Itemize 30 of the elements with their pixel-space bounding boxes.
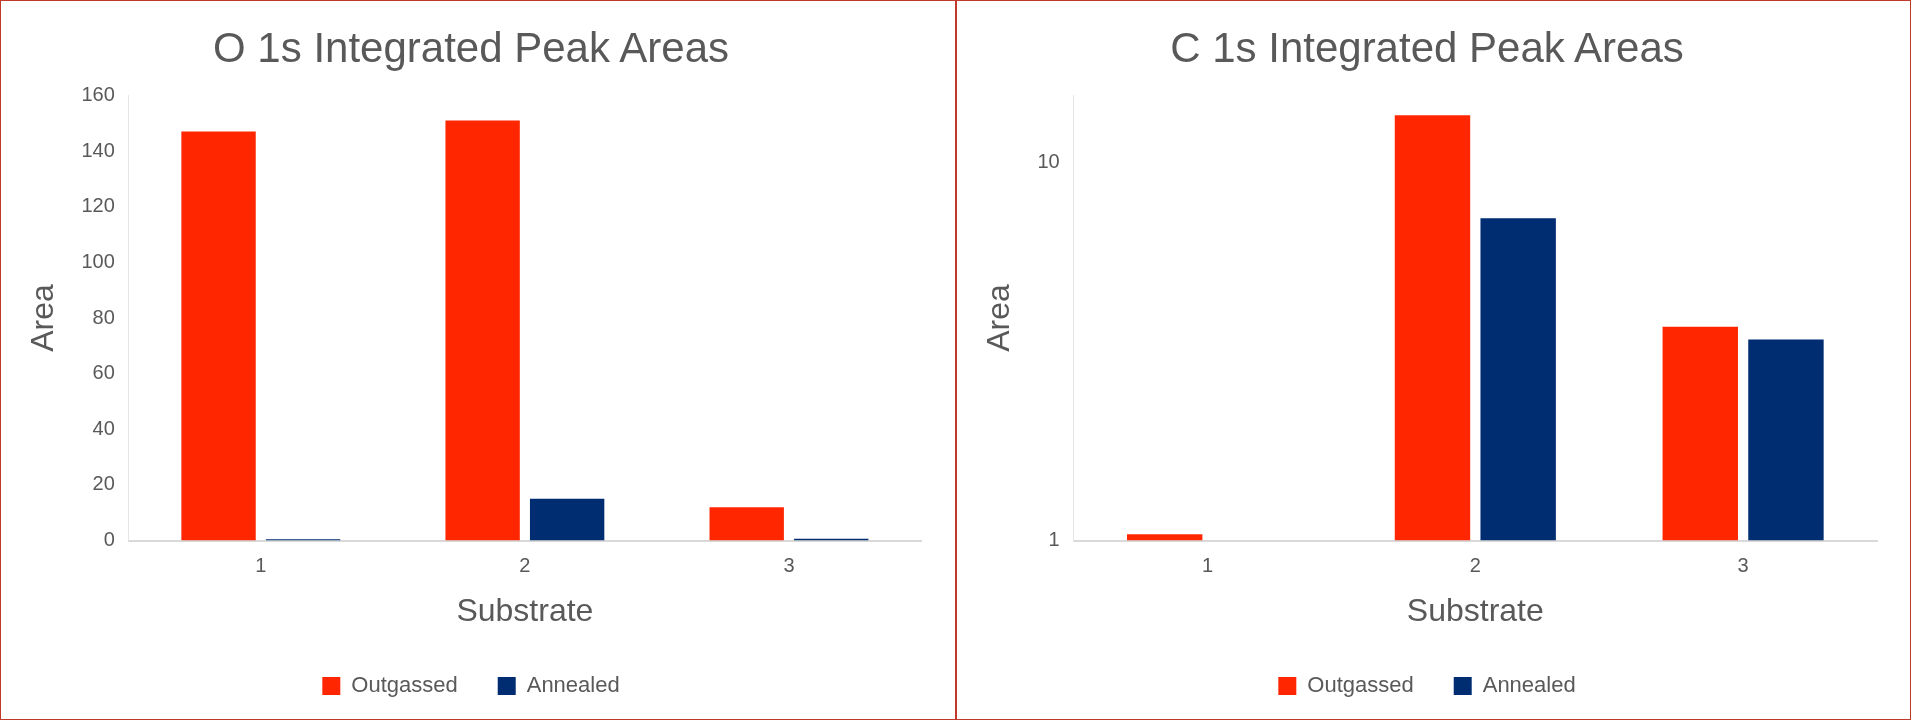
legend-label: Annealed xyxy=(526,672,620,698)
x-tick-label: 3 xyxy=(783,554,795,577)
bar xyxy=(529,498,605,541)
y-tick-label: 100 xyxy=(81,249,115,272)
bar xyxy=(709,507,784,541)
x-tick-label: 1 xyxy=(1201,554,1213,577)
chart-title: C 1s Integrated Peak Areas xyxy=(1169,23,1684,71)
y-axis-title: Area xyxy=(979,284,1016,352)
x-tick-label: 2 xyxy=(1469,554,1481,577)
y-tick-label: 120 xyxy=(81,194,115,217)
x-tick-label: 3 xyxy=(1737,554,1749,577)
legend-label: Outgassed xyxy=(351,672,458,698)
chart-title: O 1s Integrated Peak Areas xyxy=(213,23,729,71)
y-tick-label: 160 xyxy=(81,82,115,105)
bar xyxy=(181,131,256,541)
legend-label: Annealed xyxy=(1482,672,1576,698)
y-tick-label: 80 xyxy=(92,305,115,328)
x-tick-label: 2 xyxy=(519,554,531,577)
y-tick-label: 10 xyxy=(1036,149,1060,172)
y-tick-label: 20 xyxy=(92,472,115,495)
legend-label: Outgassed xyxy=(1306,672,1414,698)
y-tick-label: 140 xyxy=(81,138,115,161)
x-axis-title: Substrate xyxy=(456,591,594,628)
y-tick-label: 60 xyxy=(92,361,115,384)
x-tick-label: 1 xyxy=(255,554,267,577)
x-axis-title: Substrate xyxy=(1406,591,1544,628)
bar xyxy=(445,120,520,541)
y-tick-label: 40 xyxy=(92,416,115,439)
y-axis-title: Area xyxy=(24,284,61,352)
y-tick-label: 0 xyxy=(103,528,115,551)
